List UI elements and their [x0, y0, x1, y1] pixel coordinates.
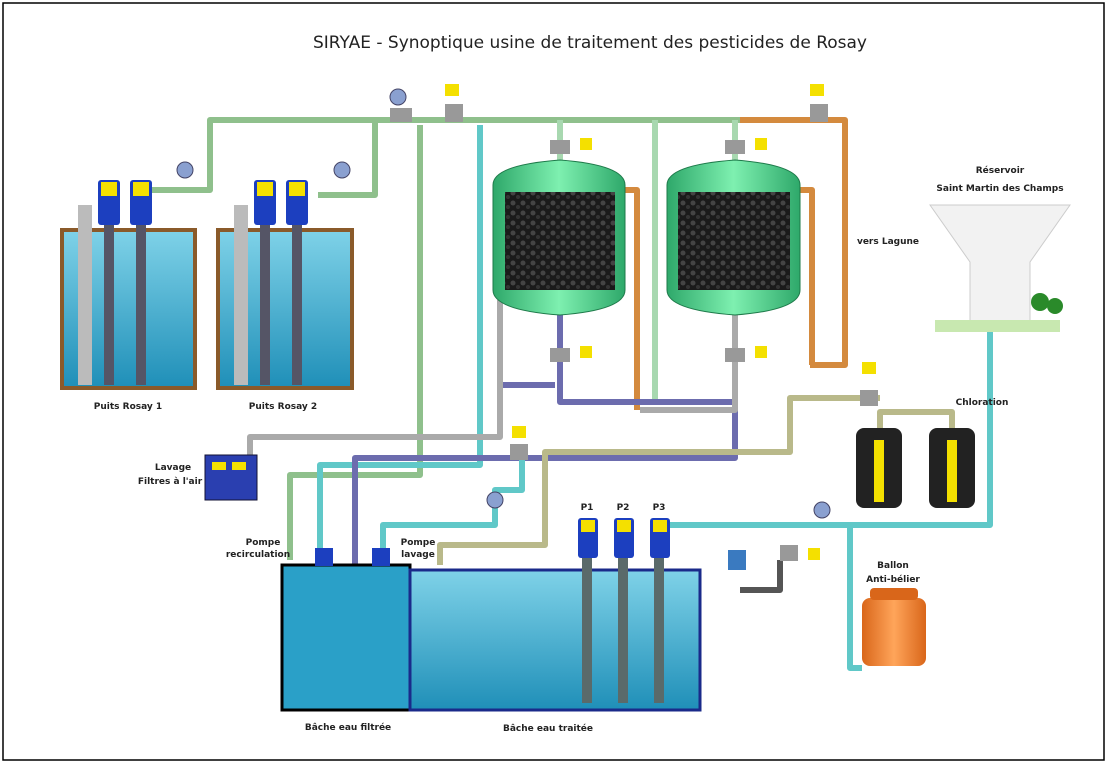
valve [725, 348, 745, 362]
valve [445, 84, 459, 96]
valve [780, 545, 798, 561]
valve [445, 104, 463, 122]
storage-tank [315, 548, 333, 566]
storage-tank [282, 565, 410, 710]
storage-tank [582, 558, 592, 703]
well-tank [78, 205, 92, 385]
label: Ballon [877, 561, 909, 571]
storage-tank [654, 558, 664, 703]
label: Bâche eau traitée [503, 723, 593, 734]
valve [177, 162, 193, 178]
chlorination-unit [874, 440, 884, 502]
valve [580, 346, 592, 358]
valve [334, 162, 350, 178]
valve [860, 390, 878, 406]
valve [808, 548, 820, 560]
well-tank [136, 225, 146, 385]
well-tank [101, 182, 117, 196]
valve [580, 138, 592, 150]
valve [810, 104, 828, 122]
reservoir [1047, 298, 1063, 314]
valve [725, 140, 745, 154]
label: Bâche eau filtrée [305, 722, 391, 733]
well-tank [260, 225, 270, 385]
valve [810, 84, 824, 96]
label: P2 [617, 503, 630, 513]
valve [512, 426, 526, 438]
label: P3 [653, 503, 666, 513]
label: vers Lagune [857, 237, 919, 247]
well-tank [292, 225, 302, 385]
valve [550, 348, 570, 362]
filter-vessel [678, 192, 790, 290]
air-blower [212, 462, 226, 470]
air-blower [205, 455, 257, 500]
well-tank [257, 182, 273, 196]
valve [755, 138, 767, 150]
label: Filtres à l'air [138, 477, 203, 487]
synoptic: SIRYAE - Synoptique usine de traitement … [0, 0, 1107, 763]
well-tank [289, 182, 305, 196]
label: recirculation [226, 550, 290, 560]
storage-tank [618, 558, 628, 703]
storage-tank [372, 548, 390, 566]
label: Pompe [246, 538, 281, 548]
valve [510, 444, 528, 460]
label: Réservoir [976, 165, 1025, 176]
label: Pompe [401, 538, 436, 548]
valve [862, 362, 876, 374]
label: Saint Martin des Champs [936, 184, 1063, 194]
label: Puits Rosay 1 [94, 402, 162, 412]
valve [728, 550, 746, 570]
valve [390, 108, 412, 122]
label: lavage [401, 550, 435, 560]
surge-vessel [862, 598, 926, 666]
storage-tank [581, 520, 595, 532]
surge-vessel [862, 588, 926, 666]
valve [550, 140, 570, 154]
label: Lavage [155, 463, 191, 473]
valve [814, 502, 830, 518]
valve [390, 89, 406, 105]
air-blower [205, 455, 257, 500]
label: Anti-bélier [866, 574, 920, 585]
label: Puits Rosay 2 [249, 402, 317, 412]
storage-tank [617, 520, 631, 532]
valve [755, 346, 767, 358]
well-tank [234, 205, 248, 385]
storage-tank [653, 520, 667, 532]
label: Chloration [956, 398, 1009, 408]
well-tank [104, 225, 114, 385]
surge-vessel [870, 588, 918, 600]
reservoir [1031, 293, 1049, 311]
chlorination-unit [947, 440, 957, 502]
valve [487, 492, 503, 508]
reservoir [935, 320, 1060, 332]
filter-vessel [505, 192, 615, 290]
title: SIRYAE - Synoptique usine de traitement … [313, 33, 867, 53]
air-blower [232, 462, 246, 470]
label: P1 [581, 503, 594, 513]
well-tank [133, 182, 149, 196]
